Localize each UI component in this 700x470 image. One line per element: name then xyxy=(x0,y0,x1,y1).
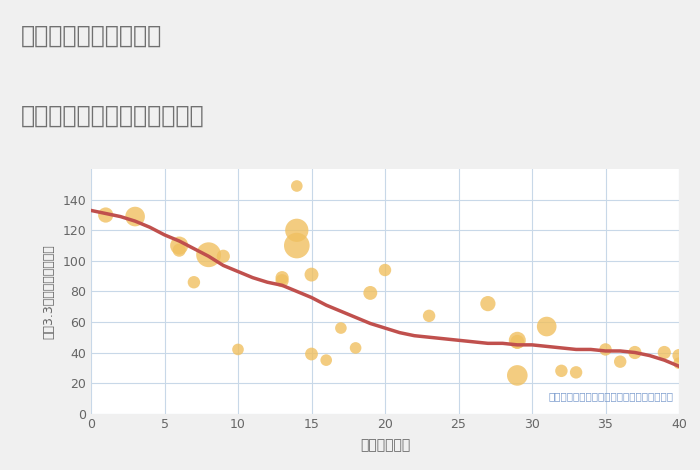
Point xyxy=(232,346,244,353)
Point xyxy=(218,252,229,260)
Point xyxy=(570,368,582,376)
Y-axis label: 坪（3.3㎡）単価（万円）: 坪（3.3㎡）単価（万円） xyxy=(42,244,55,339)
Point xyxy=(379,266,391,274)
Point xyxy=(291,242,302,249)
Point xyxy=(512,338,523,345)
Point xyxy=(276,277,288,284)
Text: 築年数別中古マンション価格: 築年数別中古マンション価格 xyxy=(21,103,204,127)
X-axis label: 築年数（年）: 築年数（年） xyxy=(360,439,410,453)
Point xyxy=(321,356,332,364)
Point xyxy=(306,271,317,278)
Text: 奈良県奈良市鳥見町の: 奈良県奈良市鳥見町の xyxy=(21,24,162,47)
Point xyxy=(512,337,523,344)
Point xyxy=(276,274,288,282)
Point xyxy=(659,349,670,356)
Point xyxy=(203,251,214,258)
Point xyxy=(174,242,185,249)
Text: 円の大きさは、取引のあった物件面積を示す: 円の大きさは、取引のあった物件面積を示す xyxy=(548,392,673,401)
Point xyxy=(306,350,317,358)
Point xyxy=(629,349,641,356)
Point xyxy=(673,352,685,359)
Point xyxy=(100,211,111,219)
Point xyxy=(335,324,346,332)
Point xyxy=(188,278,199,286)
Point xyxy=(512,372,523,379)
Point xyxy=(130,213,141,220)
Point xyxy=(556,367,567,375)
Point xyxy=(615,358,626,366)
Point xyxy=(673,360,685,367)
Point xyxy=(424,312,435,320)
Point xyxy=(350,344,361,352)
Point xyxy=(482,300,493,307)
Point xyxy=(600,346,611,353)
Point xyxy=(365,289,376,297)
Point xyxy=(174,246,185,254)
Point xyxy=(541,323,552,330)
Point xyxy=(291,227,302,234)
Point xyxy=(291,182,302,190)
